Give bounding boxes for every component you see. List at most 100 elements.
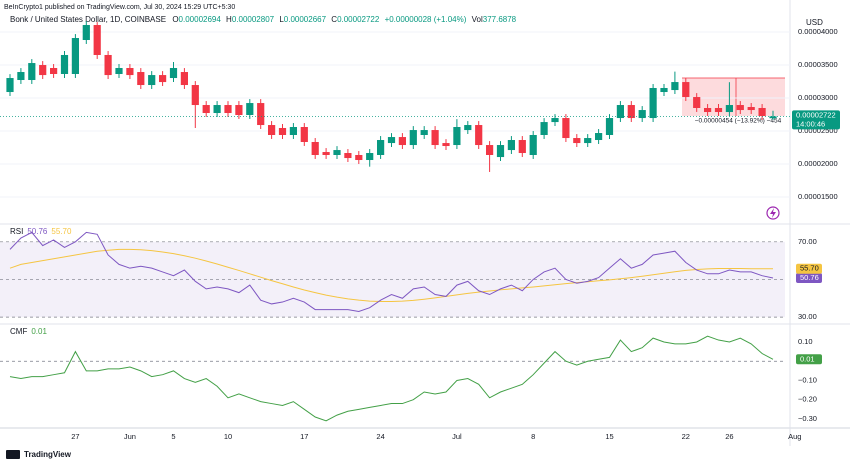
alert-icon[interactable]: [766, 206, 780, 220]
candle-body: [93, 25, 101, 55]
candle-body: [180, 72, 188, 86]
candle-body: [50, 67, 58, 74]
candle-body: [573, 138, 581, 144]
candle-body: [137, 72, 145, 86]
candle-body: [246, 103, 254, 115]
y-tick-label: −0.20: [798, 395, 817, 404]
candle-body: [126, 67, 134, 76]
candle-body: [595, 133, 603, 141]
candle-body: [257, 103, 265, 126]
x-tick-label: Aug: [788, 432, 801, 441]
legend-value: 0.01: [31, 327, 47, 336]
candle-body: [311, 141, 319, 155]
measure-box: [682, 78, 785, 116]
field-key: L: [279, 15, 284, 24]
candle-body: [616, 105, 624, 119]
logo: [6, 450, 20, 459]
alert-icon-bolt: [770, 208, 776, 218]
candle-body: [475, 125, 483, 146]
indicator-line: [9, 231, 774, 312]
candle-body: [28, 63, 36, 81]
candle-body: [213, 105, 221, 114]
candle-body: [82, 25, 90, 41]
candle-body: [235, 105, 243, 115]
candle-body: [551, 118, 559, 123]
candle-body: [333, 150, 341, 155]
candle-body: [507, 140, 515, 151]
legend-value: 50.76: [27, 227, 48, 236]
y-tick-label: 0.10: [798, 337, 813, 346]
candle-body: [387, 137, 396, 144]
x-tick-label: 8: [531, 432, 535, 441]
legend-title: CMF: [10, 327, 27, 336]
value-label-box: [796, 273, 822, 284]
candle-body: [540, 122, 548, 135]
y-tick-label: −0.10: [798, 375, 817, 384]
candle-body: [442, 143, 450, 147]
symbol: Bonk / United States Dollar, 1D, COINBAS…: [10, 15, 166, 24]
candle-body: [529, 134, 537, 155]
candle-body: [627, 105, 635, 119]
candle-body: [39, 65, 47, 76]
y-tick-label: 0.00001500: [798, 192, 838, 201]
candle-body: [747, 107, 755, 111]
x-tick-label: 26: [725, 432, 733, 441]
measure-label: −0.00000454 (−13.92%) −454: [695, 118, 782, 125]
x-tick-label: 22: [682, 432, 690, 441]
watermark: TradingView: [24, 450, 72, 459]
legend: CMF 0.01: [10, 327, 47, 336]
candle-body: [496, 145, 505, 158]
x-tick-label: 27: [71, 432, 79, 441]
candle-body: [769, 116, 777, 119]
legend: RSI 50.76 55.70: [10, 227, 72, 236]
candle-body: [6, 78, 14, 93]
candle-body: [355, 154, 363, 161]
candle-body: [398, 137, 406, 146]
candle-body: [584, 138, 592, 144]
candle-body: [420, 130, 428, 135]
y-tick-label: 0.00002000: [798, 159, 838, 168]
field-key: H: [226, 15, 232, 24]
value-label: 55.70: [800, 264, 819, 273]
candle-body: [660, 87, 668, 93]
currency: USD: [806, 18, 823, 27]
indicator-line: [9, 248, 773, 302]
candle-body: [366, 153, 374, 161]
x-tick-label: 15: [605, 432, 613, 441]
candle-body: [431, 130, 439, 146]
field-value: 0.00002694: [179, 15, 222, 24]
candle-body: [518, 140, 526, 154]
candle-body: [704, 107, 712, 113]
y-tick-label: −0.30: [798, 414, 817, 423]
candle-body: [322, 152, 330, 155]
candle-body: [409, 130, 417, 146]
field-key: O: [172, 15, 178, 24]
candle-body: [605, 118, 614, 135]
legend-value: 55.70: [51, 227, 72, 236]
candle-body: [71, 38, 79, 74]
value-label: 50.76: [800, 273, 819, 282]
volume: 377.6878: [483, 15, 517, 24]
candle-body: [289, 127, 297, 135]
field-value: 0.00002667: [284, 15, 327, 24]
candle-body: [202, 105, 210, 114]
candle-body: [649, 87, 657, 119]
candle-body: [758, 107, 766, 117]
x-tick-label: Jun: [124, 432, 136, 441]
candle-body: [638, 110, 646, 119]
countdown: 14:00:46: [796, 119, 825, 128]
candle-body: [486, 145, 494, 155]
candle-body: [453, 127, 461, 146]
volume-key: Vol: [472, 15, 483, 24]
candle-body: [60, 54, 69, 74]
candle-body: [191, 85, 199, 106]
value-label: 0.01: [800, 354, 815, 363]
candle-body: [104, 54, 112, 76]
candle-body: [115, 67, 123, 74]
field-key: C: [331, 15, 337, 24]
y-tick-label: 0.00004000: [798, 27, 838, 36]
candle-body: [159, 75, 167, 83]
legend-title: RSI: [10, 227, 23, 236]
y-tick-label: 0.00003000: [798, 93, 838, 102]
candle-body: [671, 82, 679, 91]
